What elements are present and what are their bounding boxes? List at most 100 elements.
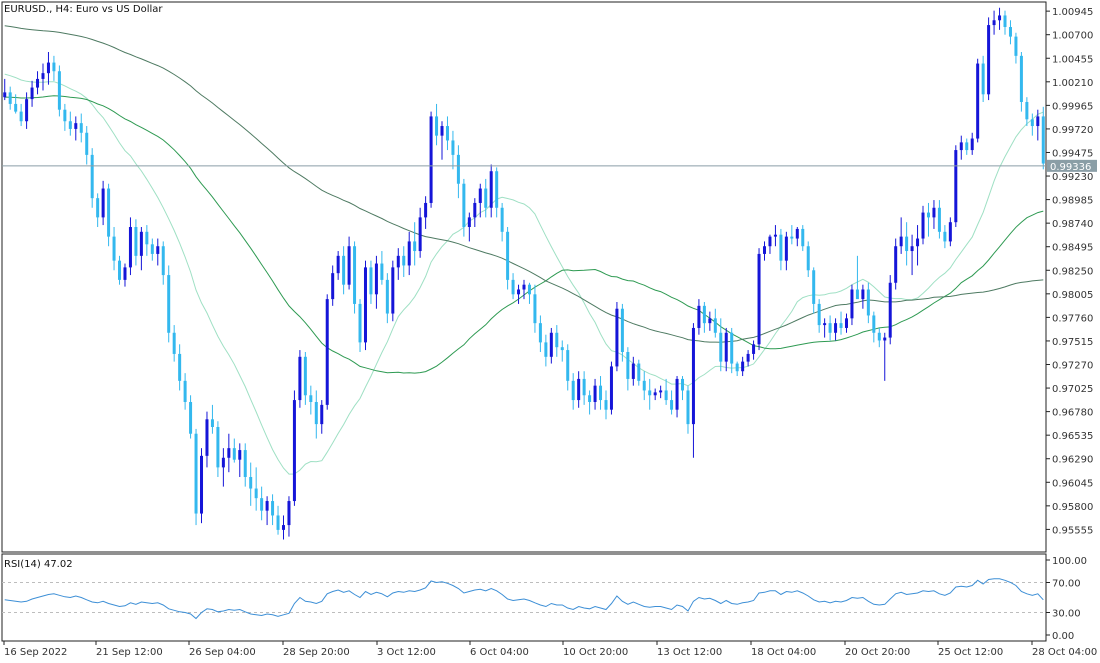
candle[interactable]: [216, 421, 220, 477]
candle[interactable]: [998, 7, 1002, 30]
candle[interactable]: [713, 308, 717, 338]
candle[interactable]: [320, 400, 324, 434]
candle[interactable]: [467, 212, 471, 242]
candle[interactable]: [456, 145, 460, 199]
candle[interactable]: [74, 116, 78, 141]
candle[interactable]: [981, 55, 985, 102]
candle[interactable]: [495, 167, 499, 218]
candle[interactable]: [123, 263, 127, 287]
candle[interactable]: [500, 202, 504, 242]
candle[interactable]: [156, 238, 160, 266]
candle[interactable]: [697, 299, 701, 335]
candle[interactable]: [145, 225, 149, 256]
candle[interactable]: [872, 311, 876, 343]
time-axis[interactable]: 16 Sep 2022 21 Sep 12:00 26 Sep 04:00 28 Se…: [3, 641, 1097, 658]
candle[interactable]: [363, 260, 367, 351]
candle[interactable]: [309, 385, 313, 415]
candle[interactable]: [161, 241, 165, 285]
candle[interactable]: [451, 130, 455, 170]
candle[interactable]: [954, 145, 958, 227]
candle[interactable]: [828, 315, 832, 341]
candle[interactable]: [1025, 97, 1029, 127]
candle[interactable]: [549, 327, 553, 364]
candle[interactable]: [992, 10, 996, 35]
candle[interactable]: [52, 55, 56, 81]
candle[interactable]: [445, 116, 449, 151]
candle[interactable]: [637, 359, 641, 386]
candle[interactable]: [407, 231, 411, 276]
candle[interactable]: [205, 411, 209, 468]
candle[interactable]: [440, 121, 444, 160]
candle[interactable]: [593, 378, 597, 410]
candle[interactable]: [25, 92, 29, 129]
candle[interactable]: [648, 378, 652, 410]
candle[interactable]: [812, 267, 816, 314]
candle[interactable]: [353, 241, 357, 314]
candle[interactable]: [626, 347, 630, 391]
candle[interactable]: [620, 303, 624, 362]
candle[interactable]: [773, 225, 777, 247]
candle[interactable]: [1014, 32, 1018, 64]
candle[interactable]: [877, 327, 881, 348]
candle[interactable]: [3, 78, 7, 101]
candle[interactable]: [719, 318, 723, 372]
candle[interactable]: [708, 311, 712, 331]
candle[interactable]: [478, 183, 482, 218]
candle[interactable]: [19, 103, 23, 127]
candle[interactable]: [730, 327, 734, 374]
candle[interactable]: [347, 236, 351, 290]
candle[interactable]: [429, 111, 433, 208]
candle[interactable]: [462, 178, 466, 237]
candle[interactable]: [839, 311, 843, 335]
candle[interactable]: [402, 246, 406, 277]
candle[interactable]: [959, 135, 963, 160]
candle[interactable]: [752, 340, 756, 360]
candle[interactable]: [298, 350, 302, 408]
candle[interactable]: [609, 361, 613, 415]
candle[interactable]: [292, 390, 296, 506]
candle[interactable]: [817, 299, 821, 333]
candle[interactable]: [1041, 106, 1045, 170]
candle[interactable]: [249, 462, 253, 506]
candle[interactable]: [976, 58, 980, 143]
candle[interactable]: [1019, 52, 1023, 112]
candle[interactable]: [128, 217, 132, 276]
candle[interactable]: [932, 200, 936, 229]
candle[interactable]: [691, 323, 695, 458]
candle[interactable]: [681, 376, 685, 401]
candle[interactable]: [276, 505, 280, 535]
candles[interactable]: [3, 7, 1045, 540]
candle[interactable]: [358, 299, 362, 352]
candle[interactable]: [544, 334, 548, 367]
candle[interactable]: [762, 241, 767, 261]
candle[interactable]: [599, 376, 603, 410]
candle[interactable]: [79, 113, 83, 143]
candle[interactable]: [489, 164, 493, 218]
candle[interactable]: [63, 103, 67, 131]
candle[interactable]: [642, 371, 646, 401]
candle[interactable]: [522, 279, 526, 300]
candle[interactable]: [970, 132, 974, 155]
candle[interactable]: [265, 496, 269, 526]
candle[interactable]: [413, 222, 417, 266]
candle[interactable]: [30, 80, 34, 107]
candle[interactable]: [473, 198, 477, 227]
candle[interactable]: [1036, 109, 1040, 141]
candle[interactable]: [243, 443, 247, 487]
candle[interactable]: [396, 248, 400, 280]
candle[interactable]: [331, 265, 335, 306]
candle[interactable]: [850, 284, 854, 326]
candle[interactable]: [784, 231, 788, 271]
candle[interactable]: [795, 227, 799, 247]
candle[interactable]: [511, 273, 515, 300]
candle[interactable]: [118, 255, 122, 285]
candle[interactable]: [921, 205, 925, 245]
candle[interactable]: [675, 376, 679, 418]
candle[interactable]: [560, 340, 564, 362]
candle[interactable]: [527, 282, 531, 304]
candle[interactable]: [374, 255, 378, 309]
candle[interactable]: [57, 65, 61, 117]
candle[interactable]: [905, 222, 909, 266]
candle[interactable]: [210, 404, 214, 434]
candle[interactable]: [68, 111, 72, 136]
